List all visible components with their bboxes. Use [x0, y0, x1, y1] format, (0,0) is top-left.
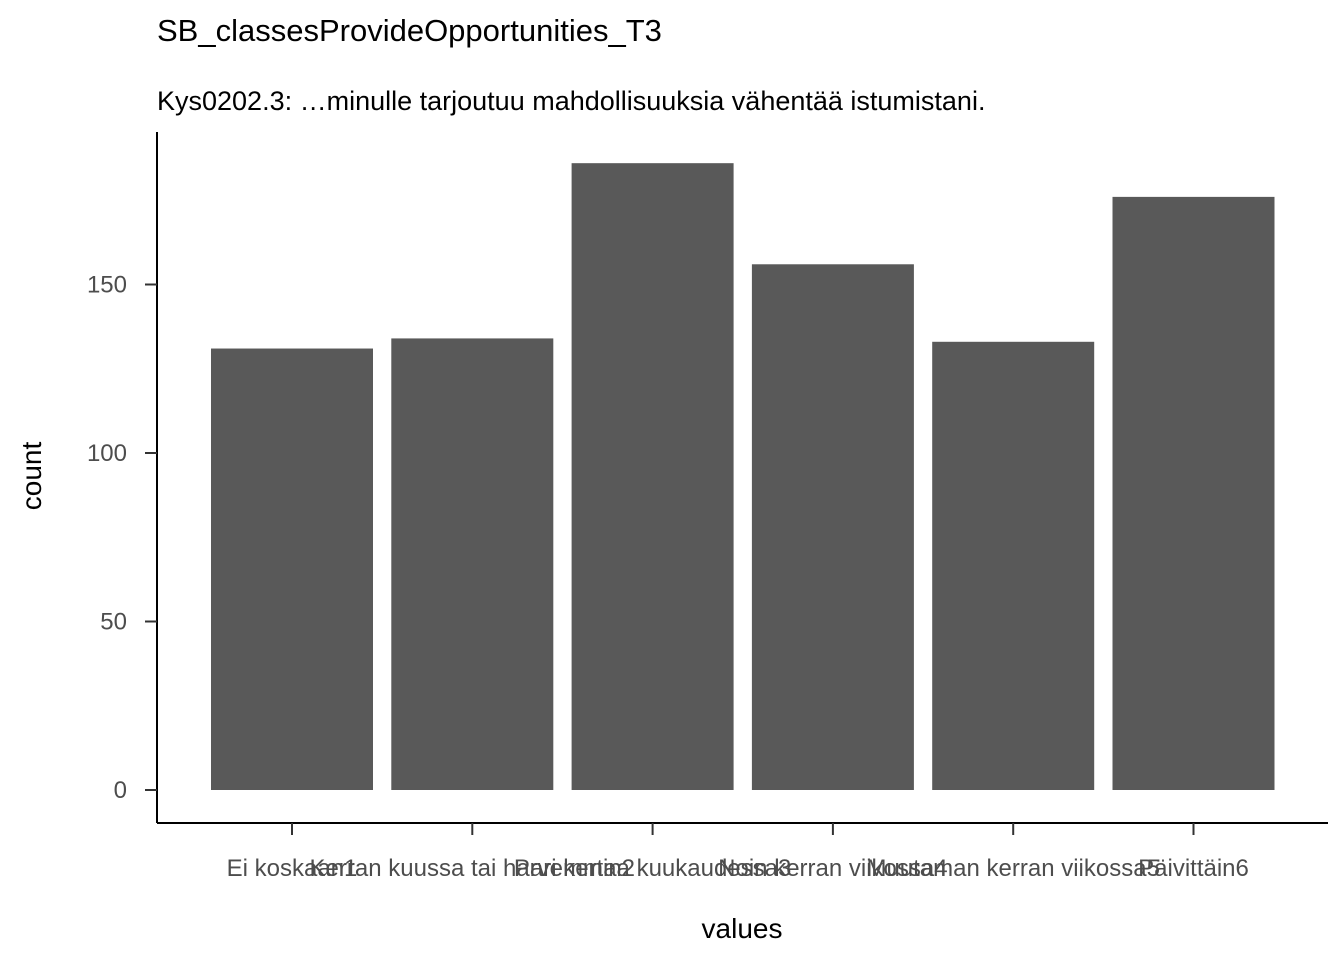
y-tick-label: 50	[100, 609, 127, 636]
chart-title: SB_classesProvideOpportunities_T3	[157, 13, 662, 48]
chart-subtitle: Kys0202.3: …minulle tarjoutuu mahdollisu…	[157, 86, 985, 116]
y-tick-label: 150	[87, 272, 127, 299]
x-tick-label: Päivittäin6	[1138, 855, 1249, 882]
x-axis-title: values	[702, 913, 783, 944]
bar	[1112, 196, 1275, 790]
bar	[211, 348, 373, 790]
x-tick-label: Pari kertaa kuukaudessa3	[514, 855, 792, 882]
x-tick-label: Ei koskaan1	[227, 855, 358, 882]
bar	[391, 338, 554, 790]
bar	[751, 264, 914, 790]
x-tick-label: Muutaman kerran viikossa5	[866, 855, 1159, 882]
y-tick-label: 0	[114, 777, 127, 804]
bars-group	[211, 163, 1275, 790]
bar	[571, 163, 734, 790]
x-tick-label: Kerran kuussa tai harvemmin2	[310, 855, 635, 882]
bar	[932, 341, 1095, 790]
x-tick-label: Noin kerran viikossa4	[718, 855, 947, 882]
y-axis-ticks: 0 50 100 150	[87, 272, 157, 804]
y-axis-title: count	[16, 442, 47, 511]
y-tick-label: 100	[87, 440, 127, 467]
